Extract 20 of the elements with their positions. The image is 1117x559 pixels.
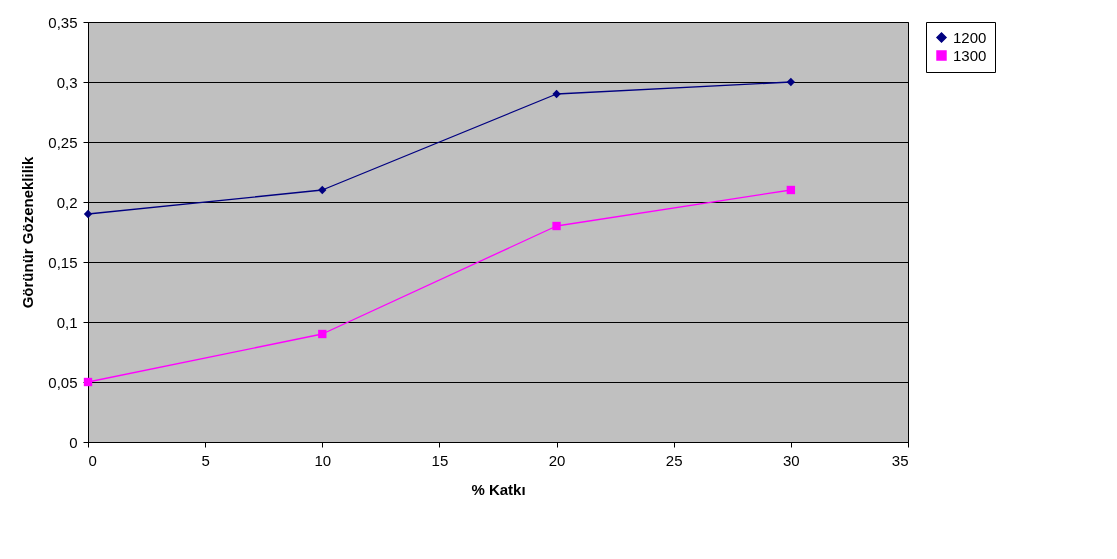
- y-axis-title: Görünür Gözeneklilik: [19, 156, 37, 309]
- x-tick-label: 10: [314, 451, 332, 469]
- x-tick-label: 0: [88, 451, 97, 469]
- y-tick-label: 0: [69, 433, 78, 451]
- y-tick-label: 0,1: [56, 313, 78, 331]
- legend-label: 1300: [953, 46, 987, 64]
- legend-label: 1200: [953, 28, 987, 46]
- y-tick-label: 0,2: [56, 193, 78, 211]
- y-tick-label: 0,3: [56, 73, 78, 91]
- y-tick-label: 0,05: [48, 373, 78, 391]
- x-tick-label: 5: [201, 451, 210, 469]
- y-tick-label: 0,15: [48, 253, 78, 271]
- x-tick-label: 25: [665, 451, 683, 469]
- y-tick-label: 0,35: [48, 13, 78, 31]
- y-tick-label: 0,25: [48, 133, 78, 151]
- x-tick-label: 30: [783, 451, 800, 469]
- x-axis-title: % Katkı: [471, 480, 526, 498]
- x-tick-label: 15: [431, 451, 449, 469]
- x-tick-label: 35: [891, 451, 909, 469]
- x-tick-label: 20: [548, 451, 566, 469]
